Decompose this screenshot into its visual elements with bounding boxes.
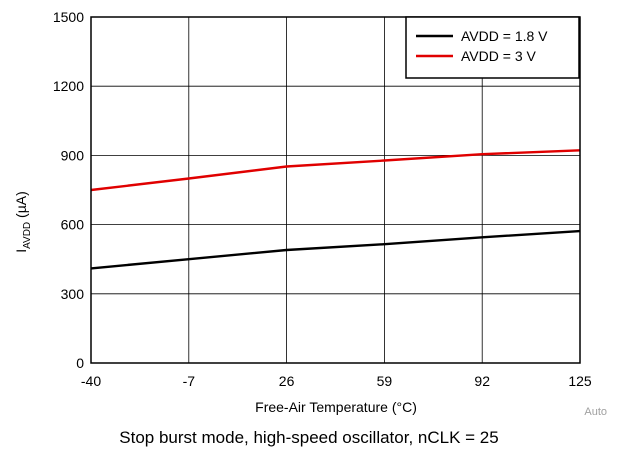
- y-axis-label-sub: AVDD: [22, 222, 33, 249]
- y-tick-label: 600: [61, 217, 85, 233]
- x-tick-label: 125: [568, 373, 592, 389]
- plot-frame: [90, 16, 581, 364]
- y-tick-label: 1200: [53, 78, 84, 94]
- x-tick-labels: -40 -7 26 59 92 125: [81, 373, 592, 389]
- x-tick-label: -7: [183, 373, 196, 389]
- x-tick-label: 59: [377, 373, 393, 389]
- series-line-2: [90, 149, 581, 192]
- series-line-1: [90, 229, 581, 270]
- x-tick-label: 26: [279, 373, 295, 389]
- y-tick-label: 300: [61, 286, 85, 302]
- y-axis-label: IAVDD (µA): [13, 191, 33, 253]
- series-group: [90, 149, 581, 270]
- legend-label-2: AVDD = 3 V: [461, 48, 536, 64]
- y-axis-label-main: I: [13, 249, 29, 253]
- watermark: Auto: [584, 406, 607, 418]
- chart-caption: Stop burst mode, high-speed oscillator, …: [119, 428, 499, 447]
- chart: -40 -7 26 59 92 125 0 300 600 900 1200 1500 Free-A…: [13, 9, 607, 418]
- y-axis-label-unit: (µA): [13, 191, 29, 222]
- y-tick-label: 0: [76, 355, 84, 371]
- x-axis-label: Free-Air Temperature (°C): [255, 399, 417, 415]
- legend: AVDD = 1.8 V AVDD = 3 V: [405, 16, 580, 79]
- y-tick-label: 900: [61, 147, 85, 163]
- legend-box: [405, 16, 580, 79]
- y-tick-label: 1500: [53, 9, 84, 25]
- x-tick-label: 92: [474, 373, 490, 389]
- y-tick-labels: 0 300 600 900 1200 1500: [53, 9, 84, 371]
- legend-label-1: AVDD = 1.8 V: [461, 28, 548, 44]
- x-tick-label: -40: [81, 373, 101, 389]
